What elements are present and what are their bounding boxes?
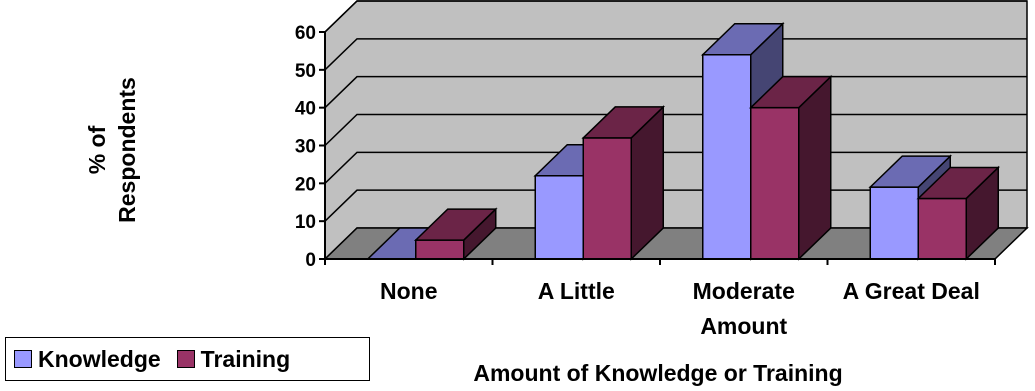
y-axis-title: % of Respondents — [82, 77, 142, 223]
bar-front — [750, 106, 800, 260]
category-label-none: None — [380, 278, 438, 304]
y-tick-label: 50 — [295, 61, 316, 82]
y-tick-label: 20 — [295, 174, 316, 195]
y-tick-label: 0 — [305, 250, 316, 271]
legend-item-training: Training — [176, 345, 291, 373]
bar-front — [702, 53, 752, 260]
x-axis-title: Amount of Knowledge or Training — [473, 360, 843, 386]
bar-front — [917, 197, 967, 260]
bar-top — [700, 22, 785, 56]
y-tick-label: 60 — [295, 23, 316, 44]
bar-front — [582, 137, 632, 260]
legend-item-knowledge: Knowledge — [14, 346, 161, 373]
bar-top — [916, 166, 1001, 200]
bar-front — [869, 186, 919, 260]
bar-training-a-little — [581, 105, 666, 261]
bar-training-moderate-amount — [748, 74, 833, 261]
y-tick-label: 40 — [295, 99, 316, 120]
gridline — [324, 0, 1027, 33]
legend-label-training: Training — [200, 345, 291, 372]
bar-top — [868, 155, 953, 188]
bar-top — [581, 106, 666, 139]
bar-front — [534, 175, 584, 260]
legend-label-knowledge: Knowledge — [38, 345, 161, 372]
y-axis-title-line-2: Respondents — [114, 77, 140, 223]
bar-front — [415, 239, 465, 260]
y-tick-label: 10 — [295, 212, 316, 233]
y-axis-title-line-1: % of — [84, 125, 110, 175]
legend-swatch-knowledge — [14, 350, 32, 368]
category-label-moderate-amount: Moderate Amount — [693, 278, 795, 339]
bar-top — [413, 208, 498, 241]
legend-swatch-training — [176, 350, 195, 368]
category-label-a-little: A Little — [538, 278, 615, 304]
y-tick-label: 30 — [295, 137, 316, 158]
bar-training-a-great-deal — [916, 165, 1001, 261]
bar-training-none — [413, 207, 498, 261]
legend: Knowledge Training — [5, 337, 370, 381]
gridline — [324, 38, 1027, 71]
bar-top — [748, 75, 833, 109]
category-label-a-great-deal: A Great Deal — [843, 278, 980, 304]
